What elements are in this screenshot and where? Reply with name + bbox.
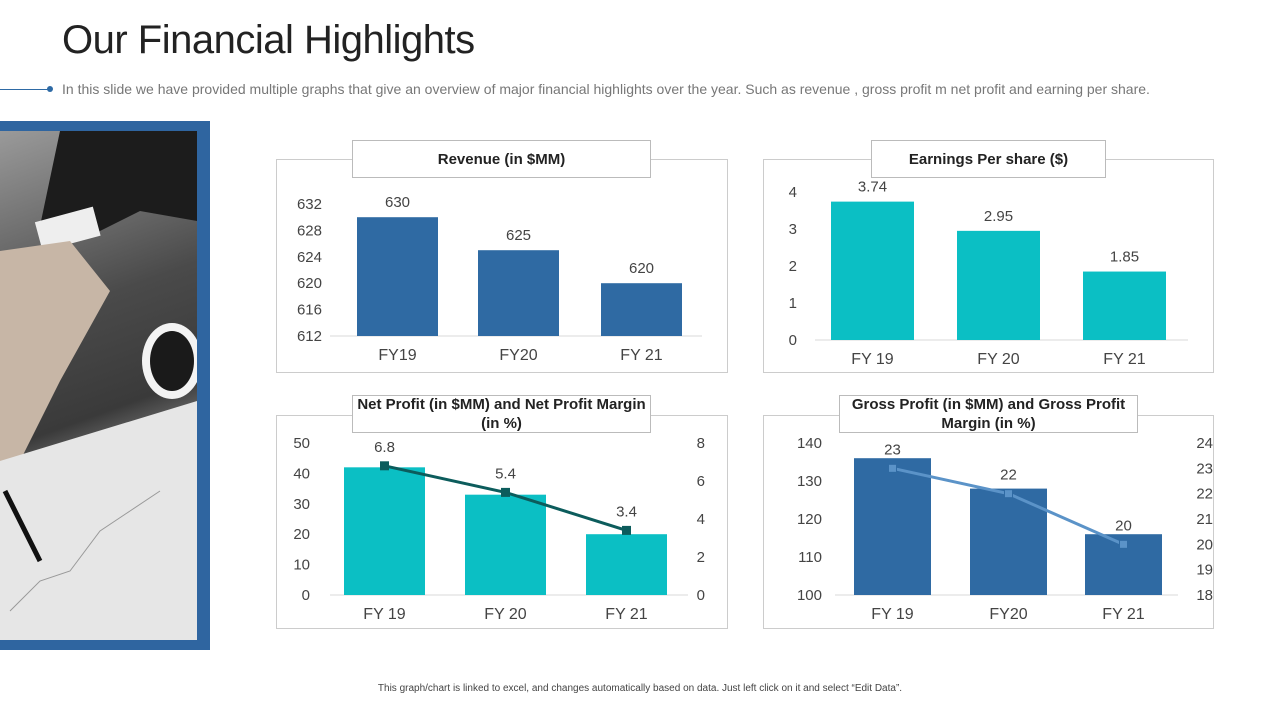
y-tick-label: 0 xyxy=(789,332,797,349)
y-tick-label: 20 xyxy=(293,526,310,543)
bar xyxy=(1083,271,1166,340)
y-tick-label: 140 xyxy=(797,435,822,452)
chart-title: Revenue (in $MM) xyxy=(352,140,651,178)
data-label: 6.8 xyxy=(374,439,395,456)
bar xyxy=(344,467,425,595)
x-tick-label: FY19 xyxy=(378,347,416,364)
y-tick-label: 612 xyxy=(297,328,322,345)
y-tick-label: 40 xyxy=(293,465,310,482)
x-tick-label: FY20 xyxy=(989,606,1027,623)
accent-dot xyxy=(47,86,53,92)
y2-tick-label: 8 xyxy=(697,435,705,452)
y-tick-label: 616 xyxy=(297,302,322,319)
line-marker xyxy=(1119,539,1128,549)
x-tick-label: FY 21 xyxy=(1103,351,1146,368)
y-tick-label: 3 xyxy=(789,221,797,238)
y2-tick-label: 2 xyxy=(697,549,705,566)
page-subtitle: In this slide we have provided multiple … xyxy=(62,81,1150,97)
y2-tick-label: 20 xyxy=(1196,536,1213,553)
y-tick-label: 620 xyxy=(297,275,322,292)
data-label: 3.74 xyxy=(858,179,887,196)
line-marker xyxy=(622,525,631,535)
x-tick-label: FY20 xyxy=(499,347,537,364)
data-label: 2.95 xyxy=(984,208,1013,225)
bar xyxy=(478,250,559,336)
line-marker xyxy=(501,487,510,497)
y-tick-label: 632 xyxy=(297,196,322,213)
x-tick-label: FY 19 xyxy=(871,606,914,623)
bar xyxy=(957,230,1040,340)
x-tick-label: FY 21 xyxy=(1102,606,1145,623)
y2-tick-label: 24 xyxy=(1196,435,1213,452)
data-label: 620 xyxy=(629,260,654,277)
data-label: 20 xyxy=(1115,517,1132,534)
bar xyxy=(465,494,546,595)
y-tick-label: 10 xyxy=(293,557,310,574)
data-label: 1.85 xyxy=(1110,249,1139,266)
y-tick-label: 1 xyxy=(789,295,797,312)
x-tick-label: FY 21 xyxy=(620,347,663,364)
y-tick-label: 4 xyxy=(789,184,797,201)
bar xyxy=(601,283,682,336)
y-tick-label: 50 xyxy=(293,435,310,452)
y-tick-label: 0 xyxy=(302,587,310,604)
y2-tick-label: 22 xyxy=(1196,486,1213,503)
y-tick-label: 110 xyxy=(798,549,822,566)
data-label: 23 xyxy=(884,441,901,458)
data-label: 625 xyxy=(506,227,531,244)
y-tick-label: 628 xyxy=(297,222,322,239)
x-tick-label: FY 19 xyxy=(363,606,406,623)
chart-title: Gross Profit (in $MM) and Gross Profit M… xyxy=(839,395,1138,433)
accent-line xyxy=(0,89,50,90)
data-label: 3.4 xyxy=(616,503,637,520)
y2-tick-label: 6 xyxy=(697,473,705,490)
chart-title: Net Profit (in $MM) and Net Profit Margi… xyxy=(352,395,651,433)
y2-tick-label: 4 xyxy=(697,511,705,528)
business-photo xyxy=(0,131,197,640)
data-label: 630 xyxy=(385,194,410,211)
data-label: 5.4 xyxy=(495,465,516,482)
chart-title: Earnings Per share ($) xyxy=(871,140,1106,178)
bar xyxy=(831,201,914,340)
line-marker xyxy=(380,461,389,471)
bar xyxy=(357,217,438,336)
x-tick-label: FY 21 xyxy=(605,606,648,623)
y-tick-label: 120 xyxy=(797,511,822,528)
line-marker xyxy=(888,463,897,473)
y-tick-label: 624 xyxy=(297,249,322,266)
y2-tick-label: 18 xyxy=(1196,587,1213,604)
y-tick-label: 100 xyxy=(797,587,822,604)
bar xyxy=(586,534,667,595)
y-tick-label: 30 xyxy=(293,496,310,513)
y-tick-label: 2 xyxy=(789,258,797,275)
page-title: Our Financial Highlights xyxy=(62,18,475,62)
y2-tick-label: 0 xyxy=(697,587,705,604)
y2-tick-label: 19 xyxy=(1196,562,1213,579)
x-tick-label: FY 20 xyxy=(484,606,527,623)
x-tick-label: FY 20 xyxy=(977,351,1020,368)
y2-tick-label: 23 xyxy=(1196,460,1213,477)
x-tick-label: FY 19 xyxy=(851,351,894,368)
y-tick-label: 130 xyxy=(797,473,822,490)
y2-tick-label: 21 xyxy=(1196,511,1213,528)
line-marker xyxy=(1004,489,1013,499)
footer-note: This graph/chart is linked to excel, and… xyxy=(377,683,903,694)
bar xyxy=(854,458,931,595)
data-label: 22 xyxy=(1000,467,1017,484)
